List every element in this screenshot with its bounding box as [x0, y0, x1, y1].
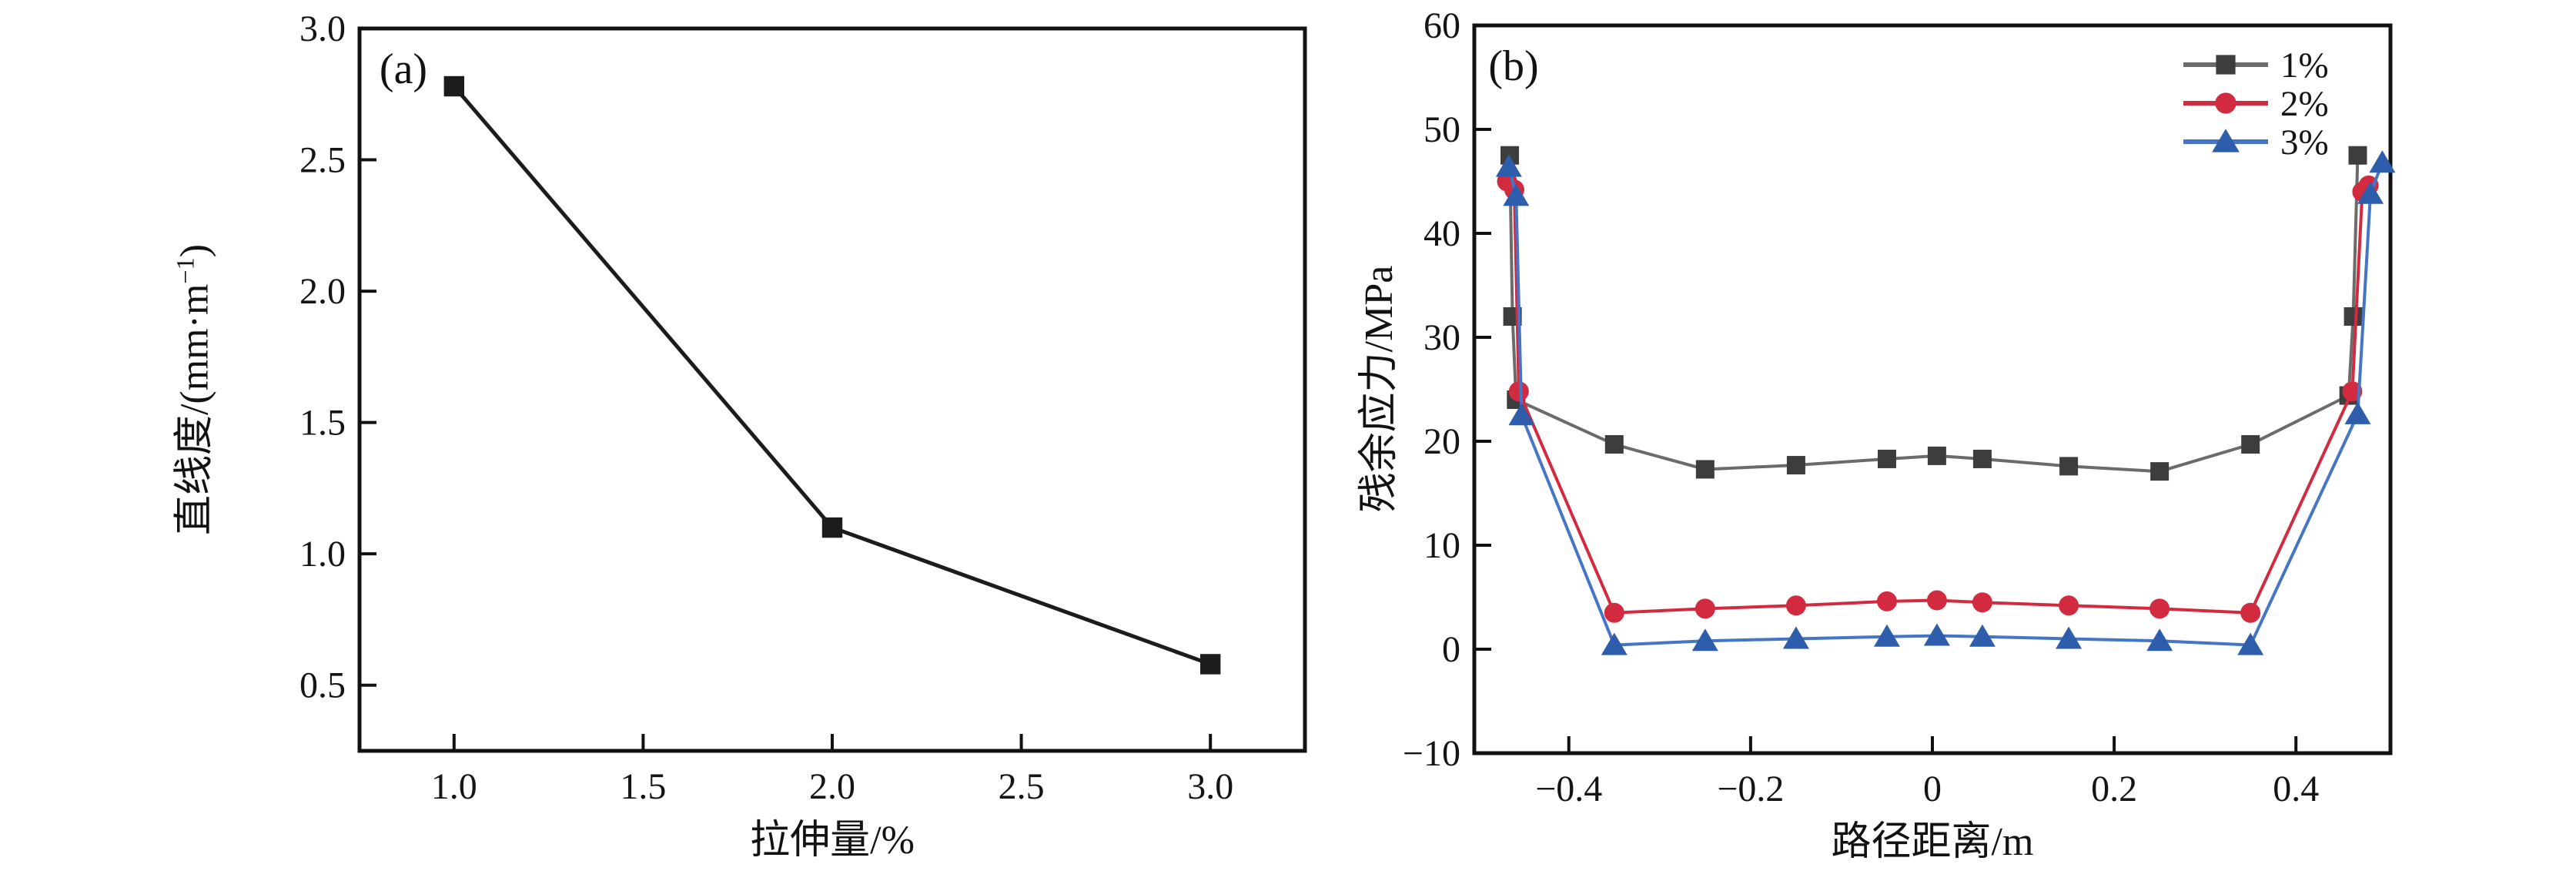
chart-b-series-3-percent-triangle-marker [1923, 623, 1950, 646]
chart-b-series-3-percent-triangle-marker [1495, 154, 1522, 177]
chart-b-series-3-percent-triangle-marker [1503, 183, 1530, 206]
chart-b-y-tick-label: 50 [1423, 109, 1460, 150]
chart-b-y-tick-label: 0 [1442, 629, 1460, 670]
chart-b-series-3-percent-triangle-marker [2369, 150, 2396, 173]
chart-b-series-3-percent-triangle-marker [1969, 624, 1996, 647]
chart-b-x-tick-label: 0.4 [2273, 769, 2319, 809]
legend-item-3-percent: 3% [2183, 122, 2329, 162]
chart-a-plot-border [357, 26, 1307, 753]
chart-b-series-3-percent-triangle-marker [1691, 628, 1718, 652]
chart-a: 1.0 1.5 2.0 2.5 3.0 0.5 1.0 1.5 2.0 2.5 3.0 [299, 8, 1307, 807]
chart-a-y-title-suffix: ) [172, 243, 217, 258]
legend-2-percent-circle-marker [2215, 92, 2236, 114]
legend-item-2-percent: 2% [2183, 84, 2329, 124]
panel-label-b: (b) [1488, 42, 1539, 90]
chart-a-series-main-line [452, 85, 1212, 666]
chart-b-series-1-percent-square-marker [2343, 307, 2363, 326]
chart-b-series-2-percent-circle-marker [2240, 602, 2261, 623]
chart-b-y-axis-title: 残余应力/MPa [1357, 265, 1401, 513]
chart-b-series-1-percent-square-marker [1604, 435, 1624, 454]
chart-b-series-2-percent-circle-marker [1694, 598, 1715, 619]
chart-b-y-tick-label: 30 [1423, 317, 1460, 358]
chart-b-series-3-percent-triangle-marker [1508, 403, 1535, 426]
chart-b-y-tick-label: 10 [1423, 525, 1460, 566]
chart-a-y-title-prefix: 直线度/(mm·m [172, 283, 217, 536]
chart-b-series-1-percent-square-marker [2150, 462, 2170, 481]
chart-b-y-tick-label: 40 [1423, 213, 1460, 254]
chart-a-x-axis-title: 拉伸量/% [750, 819, 915, 863]
chart-a-y-axis-title: 直线度/(mm·m−1) [171, 243, 217, 536]
chart-b-legend: 1%2%3% [2183, 45, 2329, 162]
chart-b-series-2-percent-circle-marker [1604, 602, 1624, 623]
chart-b-x-tick-label: 0 [1923, 769, 1942, 809]
chart-b-series-2-percent-line [1505, 180, 2370, 615]
chart-b-series-2-percent-circle-marker [1972, 592, 1992, 613]
chart-b-series-1-percent-square-marker [1927, 446, 1946, 465]
chart-b-x-tick-label: −0.2 [1717, 769, 1784, 809]
chart-b-x-tick-label: −0.4 [1535, 769, 1602, 809]
chart-b-y-tick-label: −10 [1403, 733, 1460, 774]
panel-label-a: (a) [379, 45, 428, 93]
chart-a-y-tick-label: 1.5 [299, 403, 346, 444]
chart-b: −0.4 −0.2 0 0.2 0.4 −10 0 10 20 30 40 50 60 1%2%3% [1403, 5, 2396, 809]
chart-a-series-main-square-marker [821, 517, 843, 538]
chart-b-series-2-percent-circle-marker [2149, 598, 2170, 619]
chart-b-series-3-percent-triangle-marker [2056, 626, 2083, 649]
chart-a-y-tick-label: 3.0 [299, 8, 346, 49]
chart-a-y-tick-label: 2.5 [299, 140, 346, 181]
chart-b-series-2-percent-circle-marker [1876, 591, 1897, 611]
chart-b-series-2-percent-circle-marker [1785, 595, 1806, 616]
chart-b-series-2-percent-circle-marker [1926, 590, 1947, 611]
chart-b-series-2-percent-circle-marker [1508, 381, 1529, 402]
chart-b-series-2-percent-circle-marker [2059, 595, 2079, 616]
chart-a-y-title-superscript: −1 [171, 257, 199, 284]
chart-b-series-1-percent-square-marker [2059, 457, 2079, 476]
chart-a-y-tick-label: 2.0 [299, 271, 346, 312]
chart-b-series-3-percent-triangle-marker [2146, 628, 2173, 652]
chart-b-series-3-percent-triangle-marker [2357, 181, 2384, 204]
chart-b-series-3-percent-triangle-marker [1601, 632, 1628, 655]
chart-a-y-tick-label: 1.0 [299, 534, 346, 574]
chart-b-series-1-percent-square-marker [1972, 449, 1992, 468]
chart-b-series-1-percent-square-marker [2348, 146, 2367, 165]
legend-item-1-percent: 1% [2183, 45, 2329, 85]
chart-b-series-1-percent-square-marker [1786, 456, 1805, 475]
chart-b-series-3-percent-triangle-marker [1782, 626, 1809, 649]
chart-a-x-tick-label: 3.0 [1187, 766, 1233, 807]
chart-a-series-main-square-marker [443, 75, 464, 97]
chart-a-x-tick-label: 2.0 [809, 766, 855, 807]
chart-b-series-3-percent-triangle-marker [2237, 632, 2264, 655]
chart-a-x-tick-label: 1.5 [620, 766, 666, 807]
chart-b-series-1-percent-square-marker [1877, 449, 1896, 468]
chart-a-x-tick-label: 1.0 [431, 766, 477, 807]
chart-a-x-tick-label: 2.5 [999, 766, 1045, 807]
legend-label: 2% [2280, 84, 2329, 124]
legend-label: 3% [2280, 122, 2329, 162]
chart-b-series-1-percent-line [1508, 155, 2360, 474]
legend-1-percent-square-marker [2216, 55, 2236, 75]
chart-b-series-1-percent-square-marker [1695, 460, 1715, 479]
legend-3-percent-triangle-marker [2212, 129, 2240, 152]
chart-b-x-tick-label: 0.2 [2091, 769, 2137, 809]
chart-b-series-3-percent-triangle-marker [1873, 624, 1900, 647]
chart-b-y-tick-label: 20 [1423, 421, 1460, 462]
chart-a-series-main-square-marker [1200, 654, 1221, 675]
chart-a-y-tick-label: 0.5 [299, 665, 346, 706]
legend-label: 1% [2280, 45, 2329, 85]
chart-b-x-axis-title: 路径距离/m [1831, 820, 2034, 864]
chart-b-series-1-percent-square-marker [2241, 435, 2260, 454]
chart-b-series-3-percent-line [1507, 162, 2384, 647]
chart-b-series-3-percent-triangle-marker [2344, 401, 2371, 424]
chart-b-y-tick-label: 60 [1423, 5, 1460, 46]
